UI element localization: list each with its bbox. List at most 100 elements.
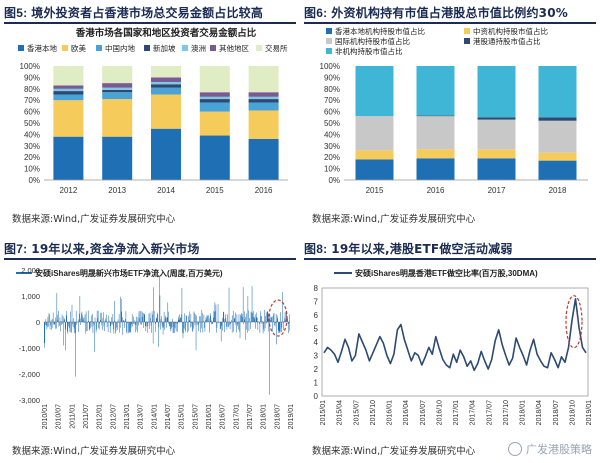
flow-bar (53, 322, 55, 325)
flow-bar (97, 310, 99, 322)
flow-bar (185, 315, 187, 322)
flow-bar (262, 322, 264, 334)
legend-label: 港股通持股市值占比 (473, 36, 541, 46)
flow-bar (253, 316, 255, 322)
flow-bar (202, 322, 204, 333)
flow-bar (232, 310, 234, 322)
flow-bar (204, 322, 205, 329)
flow-bar (201, 322, 202, 329)
flow-bar (136, 316, 137, 322)
x-tick-label: 2018/07 (553, 400, 560, 425)
flow-bar (62, 322, 63, 324)
flow-bar (170, 322, 171, 330)
flow-bar (82, 318, 84, 322)
x-tick-label: 2011/07 (83, 404, 90, 429)
flow-bar (279, 322, 280, 333)
y-tick-label: 3 (314, 352, 319, 361)
flow-bar (52, 312, 54, 322)
flow-bar (257, 322, 259, 330)
flow-bar (203, 314, 205, 322)
flow-bar (151, 311, 153, 322)
flow-bar (230, 322, 231, 324)
flow-bar (276, 322, 277, 345)
flow-bar (112, 322, 113, 325)
flow-bar (52, 318, 53, 322)
y-tick-label: 100% (320, 62, 340, 71)
y-tick-label: 30% (324, 142, 340, 151)
flow-bar (169, 322, 171, 327)
flow-bar (60, 322, 61, 332)
flow-bar (135, 322, 136, 333)
flow-bar (267, 311, 269, 322)
flow-bar (149, 322, 150, 330)
bar-segment (416, 158, 455, 180)
flow-bar (235, 322, 237, 325)
flow-bar (105, 321, 107, 322)
flow-bar (127, 322, 128, 324)
flow-bar (118, 322, 119, 323)
x-tick-label: 2012/07 (110, 404, 117, 429)
flow-bar (114, 300, 115, 322)
x-tick-label: 2015 (366, 186, 384, 195)
flow-bar (53, 322, 54, 325)
flow-bar (164, 318, 166, 322)
flow-bar (231, 319, 232, 322)
y-tick-label: 10% (24, 165, 40, 174)
flow-bar (182, 322, 184, 338)
flow-bar (254, 318, 255, 322)
figure-6-number: 图6: (304, 5, 328, 20)
flow-bar (56, 322, 57, 329)
flow-bar (130, 322, 131, 333)
flow-bar (187, 322, 188, 333)
flow-bar (209, 313, 211, 322)
flow-bar (171, 322, 172, 329)
flow-bar (269, 322, 270, 395)
legend-label: 交易所 (265, 43, 288, 53)
flow-bar (48, 322, 49, 327)
flow-bar (126, 322, 128, 334)
flow-bar (228, 322, 229, 328)
y-tick-label: 20% (324, 153, 340, 162)
flow-bar (147, 322, 149, 326)
flow-bar (58, 322, 60, 327)
x-tick-label: 2015/01 (179, 404, 186, 429)
flow-bar (246, 322, 248, 330)
bar-segment (151, 128, 181, 180)
bar-segment (199, 102, 230, 112)
flow-bar (152, 322, 154, 344)
bar-segment (151, 94, 181, 129)
flow-bar (224, 319, 226, 322)
flow-bar (119, 322, 121, 328)
bar-segment (199, 99, 230, 103)
flow-bar (86, 322, 88, 331)
flow-bar (181, 314, 182, 322)
flow-bar (162, 322, 164, 335)
legend-swatch (96, 45, 102, 51)
flow-bar (133, 316, 135, 322)
bar-segment (248, 110, 279, 139)
flow-bar (239, 322, 241, 339)
y-tick-label: 2,000 (21, 266, 40, 275)
legend-label: 香港本地 (27, 43, 57, 53)
flow-bar (274, 322, 276, 327)
flow-bar (145, 322, 147, 331)
x-tick-label: 2015/07 (353, 400, 360, 425)
flow-bar (131, 322, 132, 325)
flow-bar (288, 322, 289, 334)
y-tick-label: 40% (324, 130, 340, 139)
legend-swatch (256, 45, 262, 51)
y-tick-label: -2,000 (19, 370, 40, 379)
flow-bar (240, 315, 242, 322)
flow-bar (263, 322, 265, 332)
y-tick-label: 50% (324, 119, 340, 128)
bar-segment (199, 92, 230, 97)
flow-bar (274, 322, 275, 326)
legend-swatch (326, 28, 332, 34)
flow-bar (138, 311, 140, 322)
flow-bar (203, 321, 204, 322)
flow-bar (50, 319, 52, 322)
flow-bar (163, 311, 165, 322)
x-tick-label: 2018/07 (274, 404, 281, 429)
bar-segment (151, 84, 181, 88)
figure-6-title-text: 外资机构持有市值占港股总市值比例约30% (331, 5, 569, 20)
